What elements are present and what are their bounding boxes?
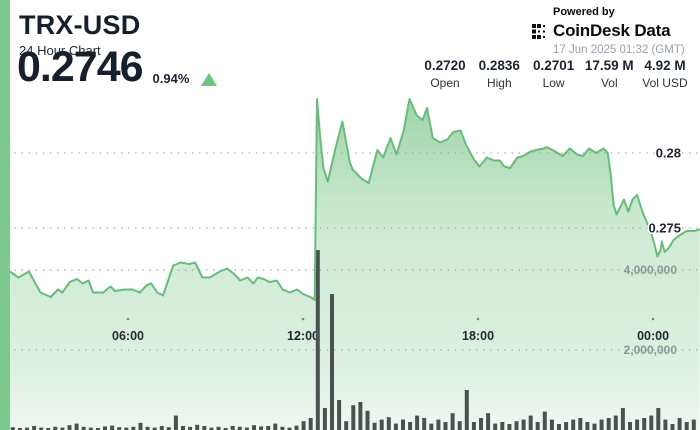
price-row: 0.2746 0.94%	[17, 43, 218, 91]
vol-usd-value: 4.92 M	[644, 58, 686, 73]
time-tick-label: 06:00	[112, 329, 144, 343]
accent-strip	[0, 0, 10, 430]
current-price: 0.2746	[17, 43, 144, 91]
symbol-title: TRX-USD	[19, 10, 141, 40]
volume-bars	[10, 250, 696, 430]
stat-vol-usd: 4.92 M Vol USD	[642, 58, 688, 90]
chart-header: TRX-USD 24 Hour Chart	[19, 10, 140, 58]
open-label: Open	[430, 76, 460, 90]
gridlines	[7, 152, 699, 351]
high-label: High	[486, 76, 512, 90]
change-percent: 0.94%	[152, 71, 190, 86]
open-value: 0.2720	[424, 58, 466, 73]
up-arrow-icon	[201, 73, 218, 86]
price-tick-label: 0.275	[648, 221, 681, 236]
stat-open: 0.2720 Open	[422, 58, 468, 90]
low-value: 0.2701	[532, 58, 575, 73]
time-tick-label: 00:00	[637, 329, 669, 343]
price-line	[8, 98, 700, 301]
stat-high: 0.2836 High	[476, 58, 522, 90]
vol-label: Vol	[600, 76, 618, 90]
stat-vol: 17.59 M Vol	[585, 58, 634, 90]
vol-usd-label: Vol USD	[642, 76, 688, 90]
vol-value: 17.59 M	[584, 58, 634, 73]
volume-tick-label: 4,000,000	[624, 263, 678, 277]
price-area-fill	[9, 99, 700, 430]
low-label: Low	[542, 76, 565, 90]
high-value: 0.2836	[478, 58, 520, 73]
brand-name: CoinDesk Data	[553, 21, 671, 40]
branding-block: Powered by CoinDesk Data 17 Jun 2025 01:…	[532, 6, 690, 56]
volume-tick-label: 2,000,000	[624, 343, 678, 357]
time-tick-label: 12:00	[287, 329, 319, 343]
coindesk-data-link[interactable]: CoinDesk Data	[532, 21, 690, 41]
powered-by-label: Powered by	[553, 6, 615, 18]
chart-subtitle: 24 Hour Chart	[19, 43, 101, 58]
coindesk-logo-icon	[532, 23, 545, 39]
time-tick-label: 18:00	[462, 329, 494, 343]
ohlc-stats: 0.2720 Open 0.2836 High 0.2701 Low 17.59…	[422, 58, 688, 90]
stat-low: 0.2701 Low	[531, 58, 577, 90]
price-tick-label: 0.28	[656, 146, 681, 161]
timestamp: 17 Jun 2025 01:32 (GMT)	[553, 44, 685, 56]
time-axis: 06:00 12:00 18:00 00:00	[112, 317, 669, 343]
